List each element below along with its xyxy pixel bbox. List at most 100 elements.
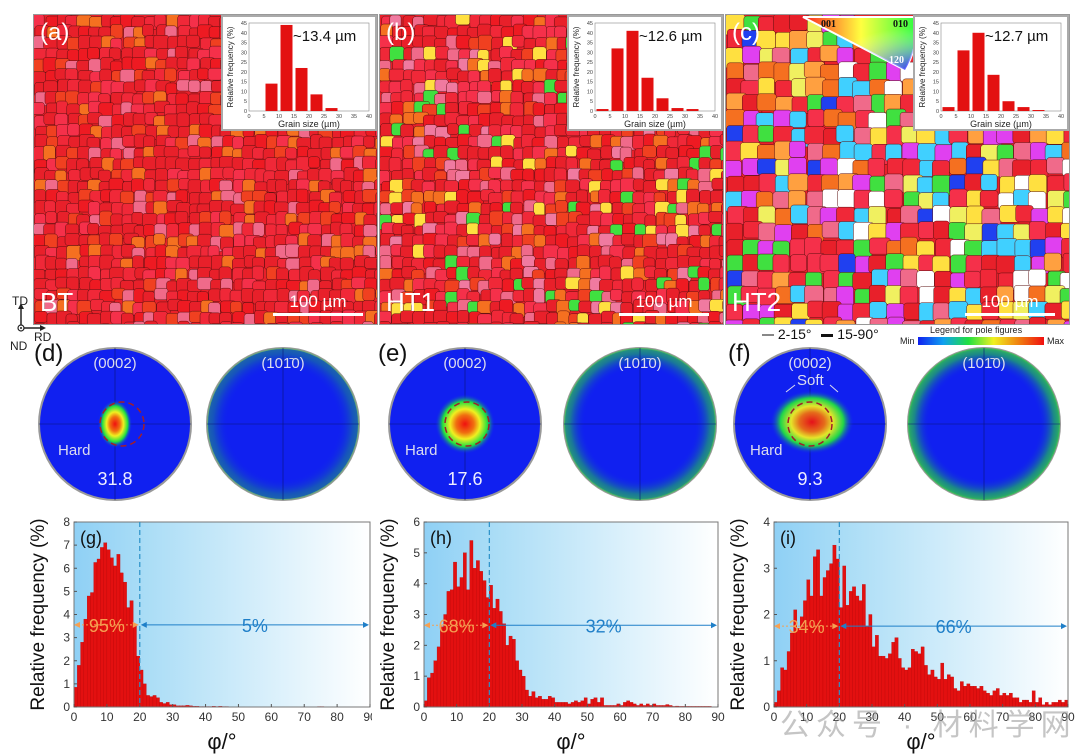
grain [423, 15, 439, 26]
grain [43, 145, 56, 161]
basal-label: (0002) [788, 355, 831, 372]
grain [390, 101, 404, 116]
grain [698, 224, 711, 237]
grain [645, 278, 659, 293]
grain [934, 318, 954, 324]
arrow-head [424, 622, 430, 629]
grain [711, 177, 723, 190]
misorientation-bar [446, 591, 451, 708]
grain [642, 145, 657, 158]
nd-label: ND [10, 339, 28, 353]
grain [1046, 318, 1066, 324]
grain [772, 254, 790, 273]
grain-size-bar [972, 32, 985, 111]
misorientation-bar [914, 651, 918, 708]
x-tick-label: 40 [548, 710, 562, 724]
y-tick-label: 5 [244, 99, 247, 105]
misorientation-bar [119, 572, 124, 708]
grain [34, 322, 45, 324]
misorientation-bar [531, 691, 536, 708]
x-tick-label: 50 [232, 710, 246, 724]
misorientation-bar [911, 649, 915, 708]
histogram-h: 0 10 20 30 40 50 60 70 80 90 0 1 2 3 4 5 6 φ/° Relative fr… [378, 515, 725, 754]
grain [916, 270, 935, 288]
misorientation-bar [129, 600, 134, 708]
grain [275, 179, 288, 193]
hard-label: Hard [58, 442, 91, 459]
misorientation-bar [162, 703, 167, 708]
grain [554, 321, 567, 324]
grain [218, 224, 235, 239]
x-axis-label: Grain size (µm) [970, 119, 1032, 129]
x-tick-label: 0 [71, 710, 78, 724]
y-tick-label: 35 [587, 41, 593, 47]
y-tick-label: 1 [63, 677, 70, 691]
misorientation-bar [156, 697, 160, 708]
misorientation-bar [436, 646, 441, 708]
grain [699, 190, 712, 206]
grain [400, 124, 414, 138]
grain [1013, 142, 1033, 162]
grain [790, 254, 807, 272]
condition-label-ht2: HT2 [732, 287, 782, 317]
grain [838, 253, 856, 275]
grain [901, 320, 923, 324]
x-axis-label: φ/° [556, 729, 585, 754]
grain [119, 69, 136, 84]
grain [999, 318, 1019, 324]
grain [143, 178, 156, 192]
grain [719, 133, 723, 146]
grain [787, 173, 809, 192]
grain-size-bar [942, 107, 955, 111]
grain [1063, 127, 1069, 145]
y-tick-label: 4 [63, 608, 70, 622]
grain [187, 145, 201, 157]
misorientation-bar [80, 642, 85, 708]
y-tick-label: 20 [587, 70, 593, 76]
grain [330, 321, 344, 324]
grain [534, 157, 547, 171]
panel-label: (h) [430, 528, 452, 548]
grain [1061, 141, 1069, 162]
grain [34, 102, 45, 115]
misorientation-bar [790, 632, 794, 708]
grain [790, 204, 810, 224]
grain [804, 126, 826, 145]
arrow-head [132, 621, 139, 628]
panel-label: (g) [80, 528, 102, 548]
grain [1015, 205, 1034, 223]
grain-size-bar [1032, 110, 1045, 111]
x-tick-label: 20 [652, 114, 658, 120]
grain [362, 287, 376, 302]
x-axis-label: Grain size (µm) [278, 119, 340, 129]
grain [855, 317, 875, 324]
x-tick-label: 35 [697, 114, 703, 120]
grain [676, 321, 691, 324]
grain [718, 312, 723, 324]
grain [742, 318, 760, 324]
y-tick-label: 30 [587, 50, 593, 56]
grain [478, 34, 493, 51]
pole-figure-d-prism: (101̄0) [206, 347, 360, 501]
grain [555, 200, 568, 214]
y-tick-label: 20 [933, 70, 939, 76]
grain [488, 233, 502, 246]
misorientation-bar [525, 689, 529, 708]
grain [869, 317, 890, 324]
arrow-head [832, 623, 839, 630]
grain [131, 167, 146, 181]
y-tick-label: 0 [244, 109, 247, 115]
misorientation-bar [146, 695, 150, 708]
grain [883, 189, 903, 208]
grain [218, 179, 233, 192]
grain-size-bar [987, 74, 1000, 111]
grain [351, 276, 368, 289]
grain [164, 67, 177, 82]
y-tick-label: 15 [241, 80, 247, 86]
misorientation-bar [433, 660, 438, 708]
grain [476, 134, 494, 149]
prism-label: (101̄0) [618, 355, 661, 372]
grain [329, 157, 343, 172]
pole-legend-min: Min [900, 336, 915, 346]
y-tick-label: 5 [63, 584, 70, 598]
